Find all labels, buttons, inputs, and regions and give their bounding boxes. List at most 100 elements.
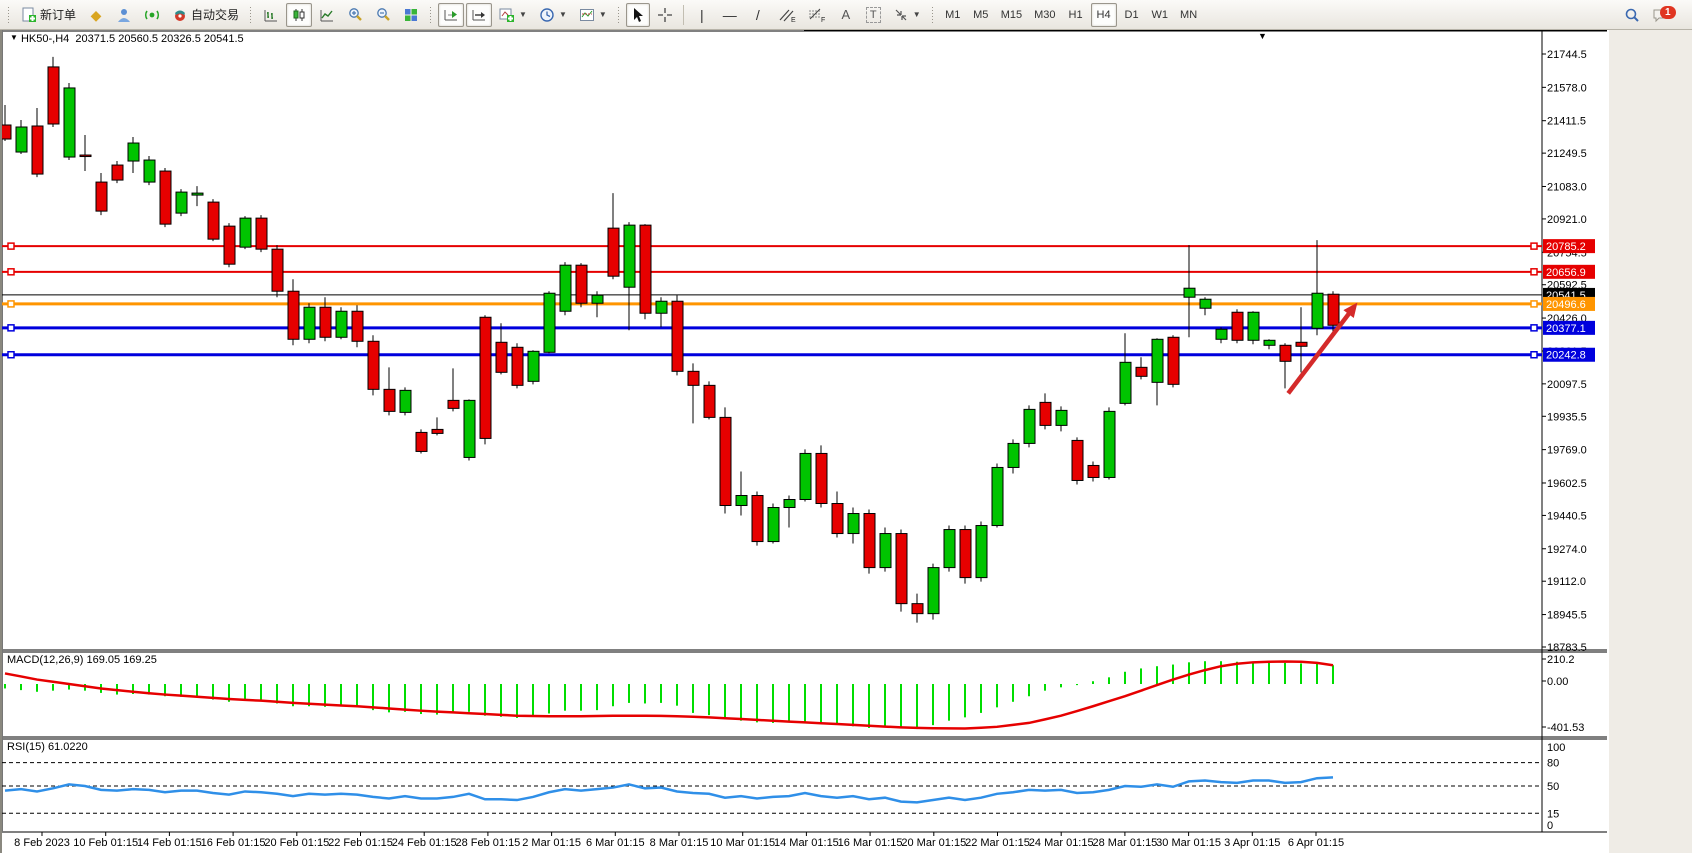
vertical-line-tool-button[interactable]: |	[689, 3, 715, 27]
auto-scroll-icon	[444, 9, 458, 20]
periods-button[interactable]: ▼	[534, 3, 572, 27]
svg-text:15: 15	[1547, 808, 1559, 820]
toolbar-gripper	[429, 5, 434, 24]
svg-text:21083.0: 21083.0	[1547, 181, 1587, 193]
svg-text:20242.8: 20242.8	[1546, 350, 1586, 362]
svg-text:19274.0: 19274.0	[1547, 544, 1587, 556]
chart-ohlc-values: 20371.5 20560.5 20326.5 20541.5	[75, 33, 244, 45]
svg-text:8 Mar 01:15: 8 Mar 01:15	[650, 837, 709, 849]
timeframe-group: M1 M5 M15 M30 H1 H4 D1 W1 MN	[940, 2, 1202, 28]
bar-chart-button[interactable]	[258, 3, 284, 27]
rsi-name: RSI(15)	[7, 741, 45, 753]
svg-text:3 Apr 01:15: 3 Apr 01:15	[1224, 837, 1280, 849]
autotrading-icon	[175, 10, 186, 21]
svg-text:14 Mar 01:15: 14 Mar 01:15	[774, 837, 839, 849]
horizontal-line-icon: —	[722, 6, 737, 23]
bar-chart-icon	[264, 9, 278, 21]
vertical-line-icon: |	[699, 6, 704, 23]
svg-text:21744.5: 21744.5	[1547, 49, 1587, 61]
timeframe-button-M15[interactable]: M15	[1000, 8, 1023, 21]
svg-text:16 Feb 01:15: 16 Feb 01:15	[201, 837, 266, 849]
templates-button[interactable]: ▼	[574, 3, 612, 27]
svg-text:6 Mar 01:15: 6 Mar 01:15	[586, 837, 645, 849]
templates-caret[interactable]: ▼	[598, 10, 607, 19]
tile-windows-button[interactable]	[398, 3, 424, 27]
svg-text:20496.6: 20496.6	[1546, 299, 1586, 311]
zoom-out-button[interactable]	[370, 3, 396, 27]
line-chart-button[interactable]	[314, 3, 340, 27]
timeframe-button-M30[interactable]: M30	[1034, 8, 1056, 21]
autotrading-button[interactable]: 自动交易	[167, 3, 244, 27]
arrows-caret[interactable]: ▼	[912, 10, 921, 19]
indicators-caret[interactable]: ▼	[519, 10, 527, 19]
label-tool-button[interactable]: T	[861, 3, 886, 27]
rsi-indicator-label: RSI(15) 61.0220	[7, 741, 88, 753]
timeframe-button-D1[interactable]: D1	[1124, 8, 1139, 21]
toolbar-separator	[682, 4, 684, 25]
svg-text:80: 80	[1547, 758, 1559, 770]
crosshair-icon	[657, 7, 672, 22]
svg-text:18945.5: 18945.5	[1547, 610, 1587, 622]
indicators-button[interactable]: ▼	[494, 3, 532, 27]
chart-shift-icon	[472, 9, 486, 20]
macd-indicator-label: MACD(12,26,9) 169.05 169.25	[7, 654, 157, 666]
search-icon	[1625, 8, 1639, 22]
text-tool-button[interactable]: A	[833, 3, 859, 27]
chat-button[interactable]: 1	[1647, 3, 1688, 27]
autotrading-label: 自动交易	[191, 8, 240, 22]
timeframe-button-M5[interactable]: M5	[973, 8, 989, 21]
svg-text:20785.2: 20785.2	[1546, 241, 1586, 253]
profiles-button[interactable]: ◆	[83, 3, 109, 27]
svg-text:0.00: 0.00	[1547, 676, 1568, 688]
chart-shift-button[interactable]	[466, 2, 493, 27]
zoom-in-icon	[349, 7, 362, 21]
fibonacci-tool-button[interactable]: F	[803, 3, 831, 27]
svg-text:19935.5: 19935.5	[1547, 411, 1587, 423]
arrows-icon	[895, 9, 907, 20]
svg-text:24 Feb 01:15: 24 Feb 01:15	[392, 837, 457, 849]
search-button[interactable]	[1619, 3, 1645, 27]
timeframe-button-W1[interactable]: W1	[1151, 8, 1169, 21]
timeframe-button-M1[interactable]: M1	[945, 8, 961, 21]
chart-title: ▼ HK50-,H4 20371.5 20560.5 20326.5 20541…	[10, 33, 244, 45]
trendline-tool-button[interactable]: /	[745, 3, 771, 27]
cursor-tool-button[interactable]	[625, 2, 650, 27]
svg-text:21249.5: 21249.5	[1547, 148, 1587, 160]
svg-text:22 Mar 01:15: 22 Mar 01:15	[965, 837, 1030, 849]
svg-text:10 Mar 01:15: 10 Mar 01:15	[710, 837, 775, 849]
label-tool-icon: T	[865, 6, 881, 23]
svg-text:30 Mar 01:15: 30 Mar 01:15	[1156, 837, 1221, 849]
svg-text:20 Feb 01:15: 20 Feb 01:15	[264, 837, 329, 849]
svg-text:19112.0: 19112.0	[1547, 576, 1586, 588]
candlestick-chart-icon	[293, 8, 305, 21]
channel-tool-button[interactable]: E	[773, 3, 801, 27]
profiles-icon: ◆	[90, 6, 102, 23]
svg-text:210.2: 210.2	[1547, 654, 1575, 666]
svg-text:28 Feb 01:15: 28 Feb 01:15	[455, 837, 520, 849]
trendline-icon: /	[755, 6, 760, 23]
new-order-button[interactable]: 新订单	[16, 3, 81, 27]
timeframe-button-H1[interactable]: H1	[1068, 8, 1083, 21]
horizontal-line-tool-button[interactable]: —	[717, 3, 743, 27]
svg-text:20097.5: 20097.5	[1547, 379, 1587, 391]
signals-button[interactable]	[139, 3, 165, 27]
svg-text:19769.0: 19769.0	[1547, 445, 1587, 457]
market-watch-button[interactable]	[111, 3, 137, 27]
crosshair-tool-button[interactable]	[652, 3, 678, 27]
timeframe-button-H4[interactable]: H4	[1090, 2, 1117, 27]
chart-shift-marker[interactable]: ▼	[1258, 31, 1267, 41]
svg-text:28 Mar 01:15: 28 Mar 01:15	[1092, 837, 1157, 849]
zoom-in-button[interactable]	[342, 3, 368, 27]
auto-scroll-button[interactable]	[438, 2, 465, 27]
price-chart[interactable]: 21744.5 21578.0 21411.5 21249.5 21083.0 20921…	[2, 30, 1692, 853]
candlestick-chart-button[interactable]	[286, 2, 313, 27]
svg-text:-401.53: -401.53	[1547, 722, 1584, 734]
toolbar-gripper	[930, 5, 935, 24]
periods-caret[interactable]: ▼	[558, 10, 567, 19]
timeframe-button-MN[interactable]: MN	[1180, 8, 1198, 21]
chart-title-collapse-icon[interactable]: ▼	[10, 33, 18, 42]
svg-text:18783.5: 18783.5	[1547, 642, 1587, 654]
svg-text:10 Feb 01:15: 10 Feb 01:15	[73, 837, 138, 849]
svg-text:50: 50	[1547, 781, 1559, 793]
arrows-tool-button[interactable]: ▼	[888, 3, 926, 27]
